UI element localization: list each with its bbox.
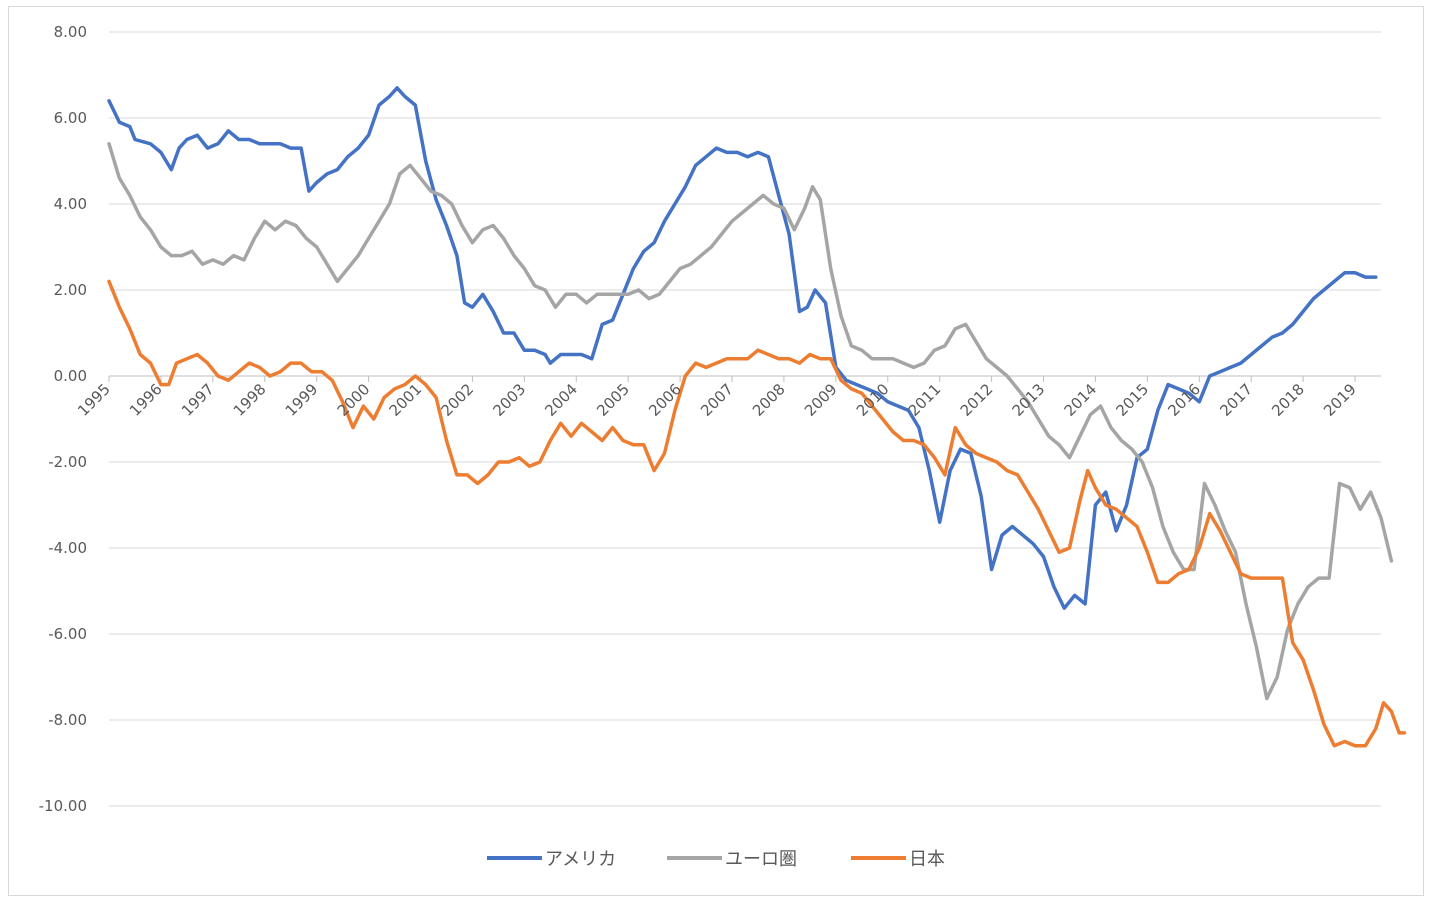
series-line-1 [107,142,1394,701]
y-tick-label: 6.00 [54,109,87,127]
y-tick-label: 0.00 [54,367,87,385]
y-tick-label: -6.00 [48,625,87,643]
y-tick-label: 2.00 [54,281,87,299]
legend-label: ユーロ圏 [725,849,797,870]
x-tick-label: 2014 [1061,380,1101,420]
x-tick-label: 1996 [126,380,166,420]
x-tick-label: 1999 [282,380,322,420]
y-tick-label: 4.00 [54,195,87,213]
legend-label: 日本 [909,849,945,870]
legend: アメリカ ユーロ圏 日本 [487,849,945,870]
series-line-2 [107,279,1407,748]
series-line-0 [107,86,1378,610]
y-tick-label: -4.00 [48,539,87,557]
x-tick-label: 2008 [749,380,789,420]
x-tick-label: 2012 [957,380,997,420]
x-tick-label: 2009 [801,380,841,420]
x-tick-label: 2019 [1320,380,1360,420]
x-tick-label: 2001 [386,380,426,420]
x-tick-label: 2005 [593,380,633,420]
legend-label: アメリカ [545,849,616,870]
y-tick-label: -8.00 [48,711,87,729]
x-tick-label: 1997 [178,380,218,420]
x-tick-label: 2017 [1216,380,1256,420]
chart-frame: 8.00 6.00 4.00 2.00 0.00 -2.00 -4.00 -6.00 -8.00… [8,6,1424,896]
x-tick-label: 2011 [905,380,945,420]
x-axis [108,375,1381,382]
y-tick-label: 8.00 [54,23,87,41]
series-lines [107,86,1407,748]
y-axis-ticks: 8.00 6.00 4.00 2.00 0.00 -2.00 -4.00 -6.00 -8.00… [39,23,87,815]
x-tick-label: 1995 [74,380,114,420]
x-tick-label: 2018 [1268,380,1308,420]
x-tick-label: 2004 [541,380,581,420]
y-tick-label: -10.00 [39,797,87,815]
x-tick-label: 2015 [1112,380,1152,420]
x-tick-label: 2007 [697,380,737,420]
line-chart: 8.00 6.00 4.00 2.00 0.00 -2.00 -4.00 -6.00 -8.00… [39,23,1407,870]
x-tick-label: 2002 [438,380,478,420]
x-tick-label: 2003 [489,380,529,420]
y-tick-label: -2.00 [48,453,87,471]
x-tick-label: 1998 [230,380,270,420]
